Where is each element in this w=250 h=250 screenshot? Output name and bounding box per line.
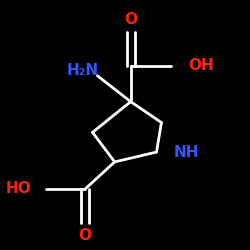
Text: O: O <box>79 228 92 243</box>
Text: HO: HO <box>5 182 31 196</box>
Text: H₂N: H₂N <box>66 63 99 78</box>
Text: NH: NH <box>174 144 199 160</box>
Text: OH: OH <box>188 58 214 74</box>
Text: O: O <box>124 12 137 27</box>
